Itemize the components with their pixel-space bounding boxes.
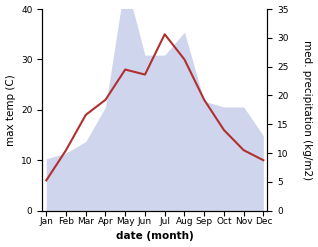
Y-axis label: max temp (C): max temp (C) [5, 74, 16, 146]
X-axis label: date (month): date (month) [116, 231, 194, 242]
Y-axis label: med. precipitation (kg/m2): med. precipitation (kg/m2) [302, 40, 313, 180]
